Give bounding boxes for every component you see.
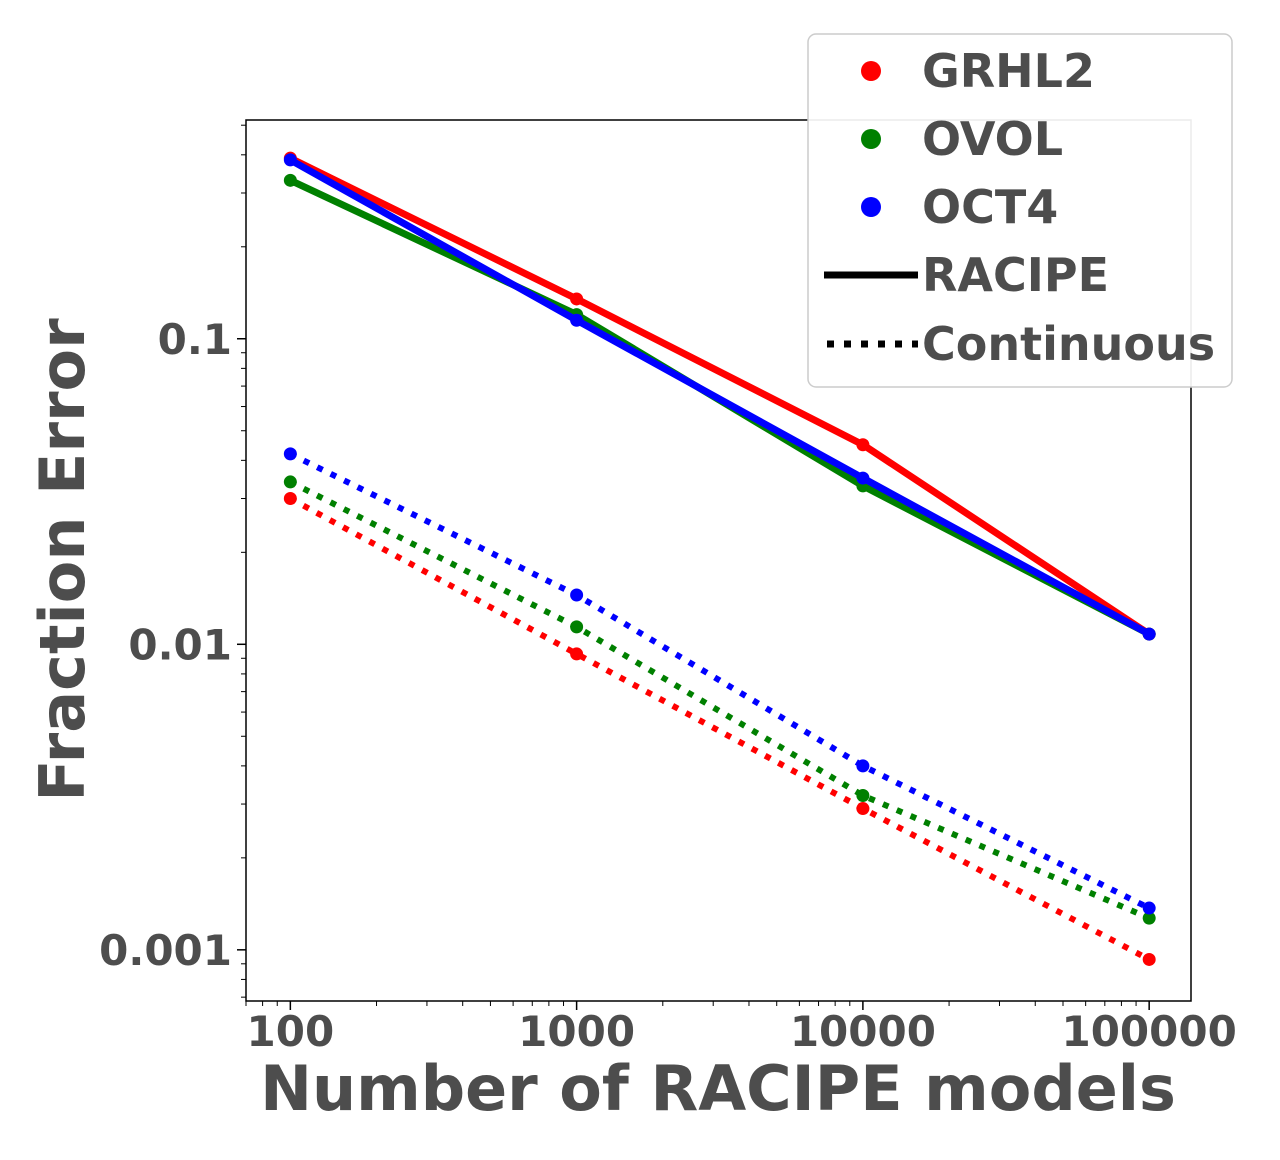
data-point-oct4-continuous — [283, 447, 297, 461]
data-point-grhl2-racipe — [570, 292, 584, 306]
data-point-ovol-continuous — [570, 620, 584, 634]
legend-marker — [861, 129, 881, 149]
data-point-oct4-racipe — [1142, 627, 1156, 641]
data-point-oct4-racipe — [570, 313, 584, 327]
x-tick-label: 1000 — [518, 1007, 635, 1056]
legend-label: OCT4 — [922, 180, 1058, 234]
y-axis: 0.1 0.01 0.001 — [99, 124, 246, 998]
data-point-ovol-continuous — [1142, 911, 1156, 925]
data-point-grhl2-continuous — [570, 647, 584, 661]
legend-label: GRHL2 — [922, 44, 1095, 98]
x-axis-title: Number of RACIPE models — [260, 1052, 1176, 1125]
y-tick-label: 0.1 — [158, 315, 232, 364]
series-layer — [283, 151, 1156, 966]
data-point-ovol-continuous — [283, 475, 297, 489]
legend-box — [807, 33, 1233, 388]
y-tick-label: 0.01 — [128, 620, 232, 669]
data-point-grhl2-continuous — [856, 802, 870, 816]
plot-frame — [245, 119, 1192, 1002]
x-tick-label: 10000 — [790, 1007, 936, 1056]
legend-marker — [861, 197, 881, 217]
x-axis: 100 1000 10000 100000 — [245, 1001, 1237, 1056]
data-point-oct4-racipe — [856, 471, 870, 485]
data-point-ovol-continuous — [856, 788, 870, 802]
legend-label: RACIPE — [922, 248, 1109, 302]
data-point-oct4-continuous — [1142, 901, 1156, 915]
series-line-oct4-continuous — [288, 451, 1151, 911]
legend-marker — [861, 61, 881, 81]
series-line-oct4-racipe — [288, 156, 1151, 638]
legend-label: OVOL — [922, 112, 1063, 166]
data-point-grhl2-continuous — [283, 492, 297, 506]
y-tick-label: 0.001 — [99, 926, 232, 975]
data-point-oct4-racipe — [283, 153, 297, 167]
legend: GRHL2 OVOL OCT4 RACIPE Continuous — [807, 33, 1233, 388]
x-tick-label: 100 — [247, 1007, 335, 1056]
y-axis-title: Fraction Error — [26, 318, 99, 802]
x-tick-label: 100000 — [1061, 1007, 1236, 1056]
series-line-grhl2-racipe — [288, 155, 1152, 638]
data-point-ovol-racipe — [283, 173, 297, 187]
data-point-oct4-continuous — [856, 759, 870, 773]
data-point-oct4-continuous — [570, 588, 584, 602]
series-line-grhl2-continuous — [288, 495, 1151, 963]
legend-label: Continuous — [922, 317, 1215, 371]
data-point-grhl2-continuous — [1142, 952, 1156, 966]
data-point-grhl2-racipe — [856, 438, 870, 452]
